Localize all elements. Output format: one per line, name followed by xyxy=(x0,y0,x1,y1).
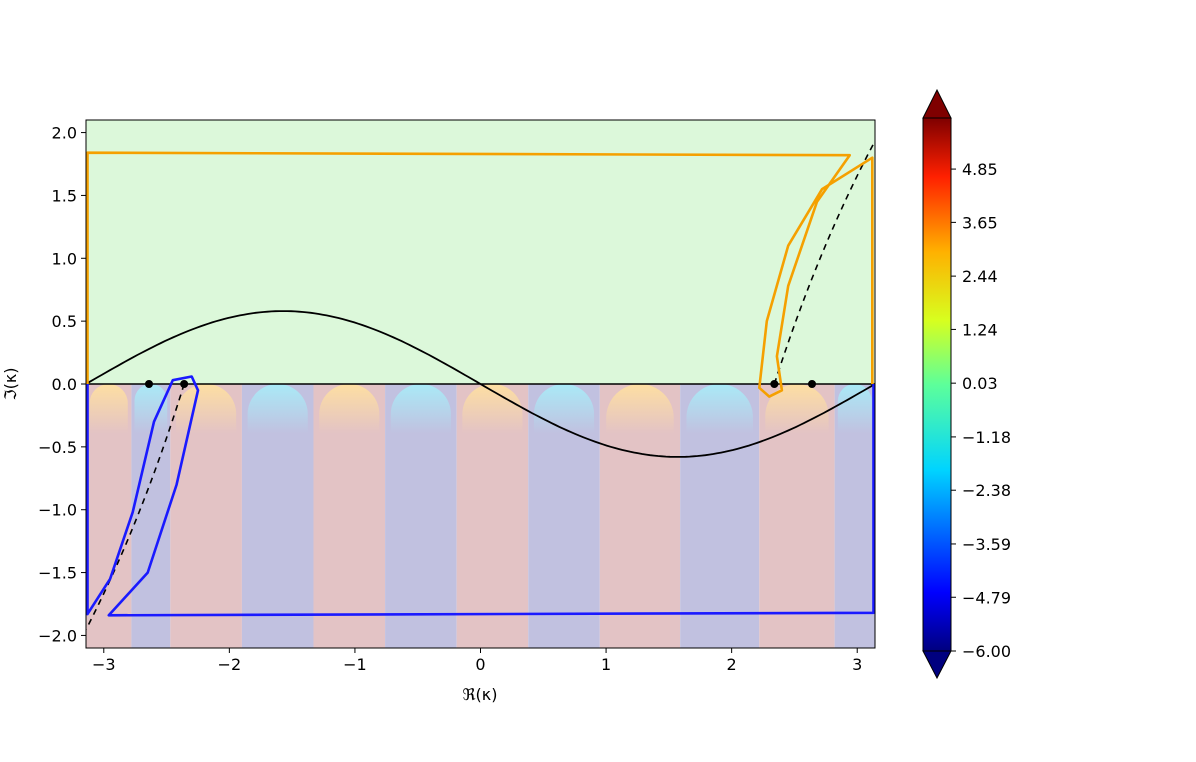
colorbar-tick-label: 3.65 xyxy=(962,213,998,232)
point-marker xyxy=(180,380,189,388)
y-axis-label: ℑ(κ) xyxy=(1,367,20,400)
y-tick-label: −2.0 xyxy=(38,626,77,645)
colorbar-tick-label: 0.03 xyxy=(962,374,998,393)
point-marker xyxy=(808,380,817,388)
y-tick-label: −1.5 xyxy=(38,564,77,583)
colorbar-extend-top xyxy=(922,88,952,119)
colorbar-tick-label: −1.18 xyxy=(962,428,1011,447)
band-highlight xyxy=(319,384,380,494)
band-highlight xyxy=(390,384,451,494)
point-marker xyxy=(144,380,153,388)
colorbar-gradient xyxy=(922,117,952,652)
y-axis-ticks: 2.0 1.5 1.0 0.5 0.0 −0.5 −1.0 −1.5 −2.0 xyxy=(38,124,86,645)
y-tick-label: 0.5 xyxy=(52,312,77,331)
colorbar: 4.85 3.65 2.44 1.24 0.03 −1.18 −2.38 −3.59 −4.79… xyxy=(922,88,1011,680)
band-highlight xyxy=(462,384,523,494)
band-highlight xyxy=(533,384,595,494)
branch-cut-right xyxy=(773,140,875,385)
colorbar-tick-label: 2.44 xyxy=(962,267,998,286)
y-tick-label: 0.0 xyxy=(52,375,77,394)
x-tick-label: −1 xyxy=(343,655,367,674)
colorbar-tick-label: −3.59 xyxy=(962,535,1011,554)
band-highlight xyxy=(606,384,674,494)
x-tick-label: −3 xyxy=(92,655,116,674)
band-highlight xyxy=(247,384,308,494)
x-tick-label: 2 xyxy=(727,655,737,674)
x-tick-label: −2 xyxy=(218,655,242,674)
colorbar-tick-label: −2.38 xyxy=(962,481,1011,500)
x-axis-label: ℜ(κ) xyxy=(463,685,498,704)
y-tick-label: −1.0 xyxy=(38,501,77,520)
sine-curve xyxy=(86,310,875,458)
x-tick-label: 1 xyxy=(601,655,611,674)
band-highlight xyxy=(765,384,829,494)
point-marker xyxy=(770,380,779,388)
band-highlight xyxy=(89,384,128,494)
singular-points xyxy=(144,380,817,388)
x-tick-label: 0 xyxy=(475,655,485,674)
y-tick-label: 1.0 xyxy=(52,249,77,268)
colorbar-extend-bottom xyxy=(922,650,952,680)
colorbar-tick-label: 4.85 xyxy=(962,160,998,179)
x-tick-label: 3 xyxy=(852,655,862,674)
lower-half-plane-bands xyxy=(86,384,875,648)
band-highlight xyxy=(837,384,872,494)
y-tick-label: −0.5 xyxy=(38,438,77,457)
band-highlight xyxy=(686,384,753,494)
contour-curves xyxy=(86,140,875,630)
y-tick-label: 2.0 xyxy=(52,124,77,143)
band-highlight xyxy=(176,384,237,494)
orange-contour xyxy=(86,151,874,398)
x-axis-ticks: −3 −2 −1 0 1 2 3 xyxy=(92,648,862,674)
blue-contour xyxy=(86,375,875,617)
y-tick-label: 1.5 xyxy=(52,186,77,205)
colorbar-ticks: 4.85 3.65 2.44 1.24 0.03 −1.18 −2.38 −3.59 −4.79… xyxy=(951,160,1011,661)
branch-cut-left xyxy=(86,383,185,630)
upper-half-plane-fill xyxy=(86,120,875,384)
plot-area xyxy=(86,120,875,648)
colorbar-tick-label: −4.79 xyxy=(962,588,1011,607)
colorbar-tick-label: −6.00 xyxy=(962,642,1011,661)
colorbar-tick-label: 1.24 xyxy=(962,320,998,339)
